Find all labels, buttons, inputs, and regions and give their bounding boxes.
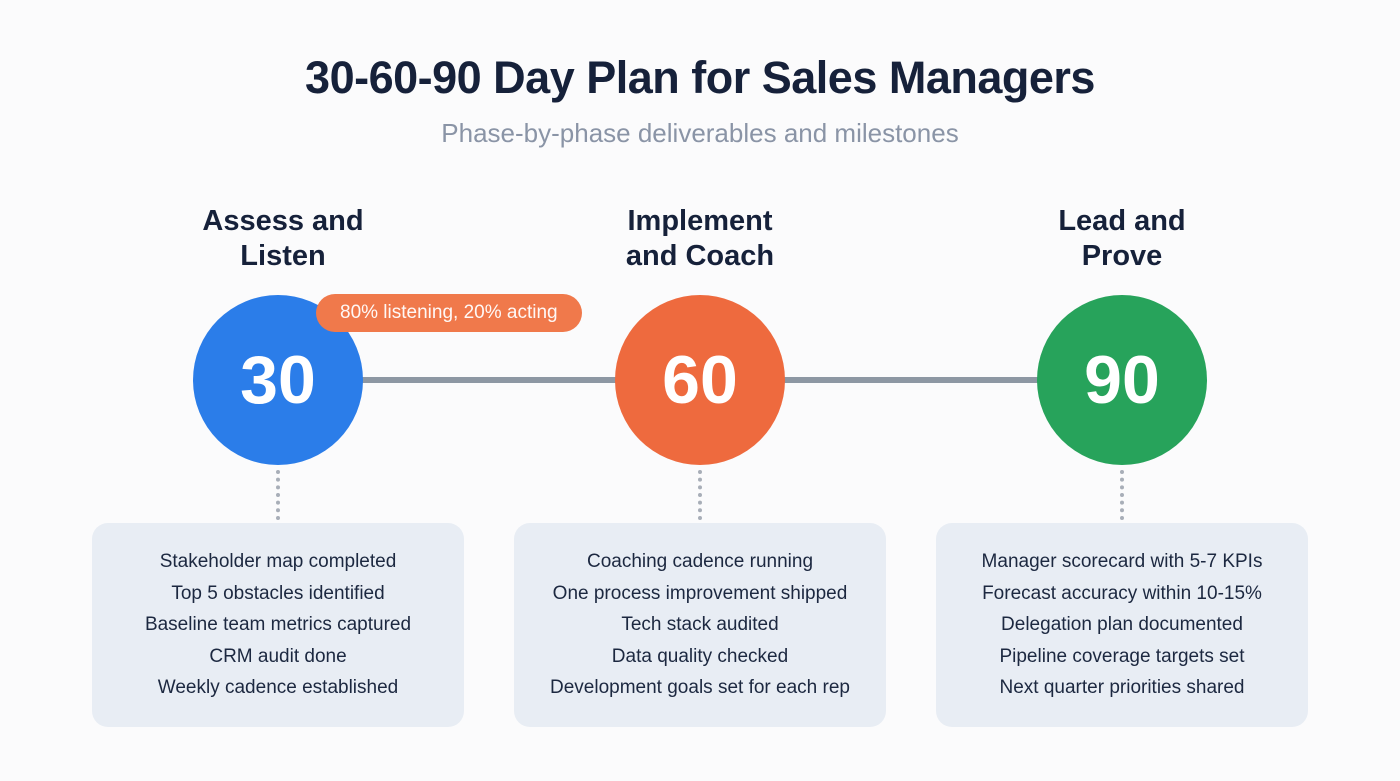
deliverable-item: Pipeline coverage targets set xyxy=(999,645,1245,667)
phase-header-30: Assess and Listen xyxy=(123,204,443,274)
phase-title-line: Assess and xyxy=(202,205,364,237)
phase-title-line: Lead and xyxy=(1058,205,1186,237)
phase-title-line: and Coach xyxy=(625,240,775,272)
day-circle-90: 90 xyxy=(1037,295,1207,465)
deliverable-item: Development goals set for each rep xyxy=(550,677,850,699)
deliverable-item: Baseline team metrics captured xyxy=(144,614,412,636)
deliverable-item: Top 5 obstacles identified xyxy=(171,582,385,604)
deliverable-item: Tech stack audited xyxy=(621,614,779,636)
deliverable-item: Weekly cadence established xyxy=(157,677,399,699)
deliverables-card-60: Coaching cadence running One process imp… xyxy=(514,523,886,727)
page-subtitle: Phase-by-phase deliverables and mileston… xyxy=(441,118,959,148)
dotted-connector-30 xyxy=(276,470,280,520)
page-title: 30-60-90 Day Plan for Sales Managers xyxy=(305,52,1095,103)
phase-title-line: Prove xyxy=(1081,240,1163,272)
dotted-connector-60 xyxy=(698,470,702,520)
day-circle-60: 60 xyxy=(615,295,785,465)
day-number: 60 xyxy=(662,342,738,418)
day-number: 90 xyxy=(1084,342,1160,418)
deliverable-item: CRM audit done xyxy=(209,645,347,667)
phase-header-90: Lead and Prove xyxy=(962,204,1282,274)
phase-title-line: Implement xyxy=(627,205,773,237)
deliverable-item: Manager scorecard with 5-7 KPIs xyxy=(981,551,1263,573)
deliverables-card-90: Manager scorecard with 5-7 KPIs Forecast… xyxy=(936,523,1308,727)
day-number: 30 xyxy=(240,342,316,418)
deliverable-item: Forecast accuracy within 10-15% xyxy=(982,582,1262,604)
deliverable-item: Data quality checked xyxy=(611,645,789,667)
phase-header-60: Implement and Coach xyxy=(540,204,860,274)
phase-title-line: Listen xyxy=(240,240,326,272)
deliverable-item: Delegation plan documented xyxy=(1001,614,1243,636)
deliverable-item: Coaching cadence running xyxy=(586,551,814,573)
deliverable-item: Stakeholder map completed xyxy=(159,551,397,573)
deliverables-card-30: Stakeholder map completed Top 5 obstacle… xyxy=(92,523,464,727)
deliverable-item: Next quarter priorities shared xyxy=(999,677,1245,699)
deliverable-item: One process improvement shipped xyxy=(552,582,848,604)
listening-ratio-badge: 80% listening, 20% acting xyxy=(316,294,582,332)
dotted-connector-90 xyxy=(1120,470,1124,520)
